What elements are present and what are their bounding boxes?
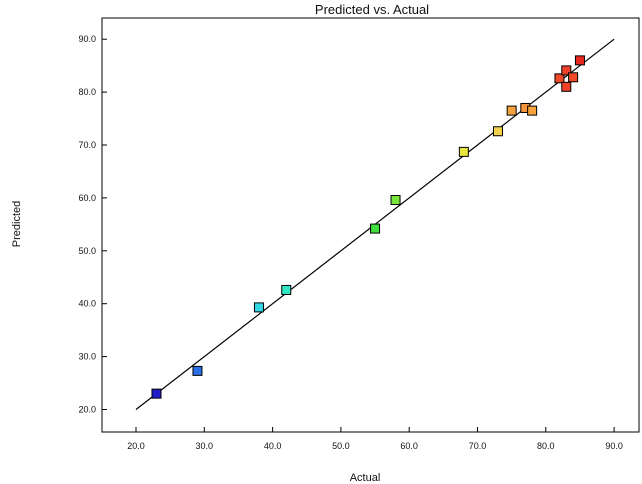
y-tick-label: 90.0 (78, 34, 96, 44)
chart-title: Predicted vs. Actual (315, 2, 429, 17)
data-point (151, 388, 162, 399)
y-tick-label: 80.0 (78, 87, 96, 97)
data-point (253, 302, 264, 313)
data-point (574, 55, 585, 66)
x-axis-label: Actual (350, 472, 381, 484)
data-point (492, 126, 503, 137)
data-point (192, 365, 203, 376)
x-axis: 20.0 30.0 40.0 50.0 60.0 70.0 80.0 90.0 (127, 427, 623, 451)
x-tick-label: 60.0 (400, 441, 418, 451)
data-point (281, 284, 292, 295)
data-points (151, 55, 585, 399)
y-tick-label: 70.0 (78, 140, 96, 150)
y-tick-label: 40.0 (78, 299, 96, 309)
data-point (554, 73, 565, 84)
y-tick-label: 50.0 (78, 246, 96, 256)
x-tick-label: 90.0 (605, 441, 623, 451)
data-point (458, 146, 469, 157)
data-point (370, 223, 381, 234)
data-point (506, 105, 517, 116)
data-point (390, 195, 401, 206)
data-point (561, 65, 572, 76)
x-tick-label: 80.0 (537, 441, 555, 451)
y-axis-label: Predicted (11, 201, 23, 247)
x-tick-label: 30.0 (196, 441, 214, 451)
data-point (561, 81, 572, 92)
x-tick-label: 50.0 (332, 441, 350, 451)
y-axis: 20.0 30.0 40.0 50.0 60.0 70.0 80.0 90.0 (78, 34, 107, 415)
y-tick-label: 30.0 (78, 352, 96, 362)
y-tick-label: 20.0 (78, 405, 96, 415)
x-tick-label: 70.0 (469, 441, 487, 451)
x-tick-label: 40.0 (264, 441, 282, 451)
data-point (527, 105, 538, 116)
x-tick-label: 20.0 (127, 441, 145, 451)
data-point (568, 72, 579, 83)
plot-area-frame (101, 17, 640, 433)
y-tick-label: 60.0 (78, 193, 96, 203)
